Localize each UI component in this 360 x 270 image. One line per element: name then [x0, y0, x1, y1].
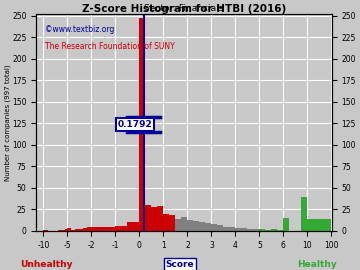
Bar: [265, 230, 271, 231]
Bar: [253, 229, 259, 231]
Text: The Research Foundation of SUNY: The Research Foundation of SUNY: [45, 42, 175, 51]
Bar: [259, 229, 265, 231]
Text: Sector: Financials: Sector: Financials: [144, 4, 224, 13]
Bar: [301, 197, 307, 231]
Bar: [116, 226, 127, 231]
Bar: [44, 230, 48, 231]
Bar: [67, 228, 72, 231]
Bar: [58, 230, 63, 231]
Bar: [283, 218, 289, 231]
Bar: [87, 227, 91, 231]
Bar: [211, 224, 217, 231]
Bar: [229, 227, 235, 231]
Bar: [152, 207, 157, 231]
Y-axis label: Number of companies (997 total): Number of companies (997 total): [4, 64, 11, 181]
Bar: [127, 222, 139, 231]
Bar: [103, 227, 116, 231]
Bar: [170, 215, 175, 231]
Bar: [63, 230, 65, 231]
Bar: [175, 219, 181, 231]
Text: ©www.textbiz.org: ©www.textbiz.org: [45, 25, 114, 34]
Bar: [235, 228, 242, 231]
Bar: [80, 229, 84, 231]
Bar: [145, 205, 152, 231]
Bar: [224, 227, 229, 231]
Bar: [193, 221, 199, 231]
Bar: [163, 214, 170, 231]
Bar: [72, 230, 76, 231]
Bar: [242, 228, 247, 231]
Bar: [217, 225, 224, 231]
Bar: [65, 229, 67, 231]
Text: Healthy: Healthy: [297, 260, 337, 269]
Bar: [247, 229, 253, 231]
Bar: [308, 219, 331, 231]
Bar: [181, 217, 188, 231]
Bar: [84, 228, 87, 231]
Bar: [188, 220, 193, 231]
Bar: [91, 227, 103, 231]
Bar: [206, 223, 211, 231]
Text: Unhealthy: Unhealthy: [21, 260, 73, 269]
Text: Score: Score: [166, 260, 194, 269]
Bar: [271, 229, 277, 231]
Bar: [157, 206, 163, 231]
Bar: [76, 229, 80, 231]
Bar: [139, 18, 145, 231]
Text: 0.1792: 0.1792: [118, 120, 153, 129]
Bar: [277, 230, 283, 231]
Bar: [199, 222, 206, 231]
Title: Z-Score Histogram for HTBI (2016): Z-Score Histogram for HTBI (2016): [82, 4, 286, 14]
